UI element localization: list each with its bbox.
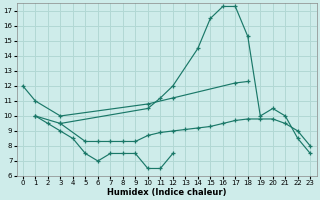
X-axis label: Humidex (Indice chaleur): Humidex (Indice chaleur) — [107, 188, 226, 197]
